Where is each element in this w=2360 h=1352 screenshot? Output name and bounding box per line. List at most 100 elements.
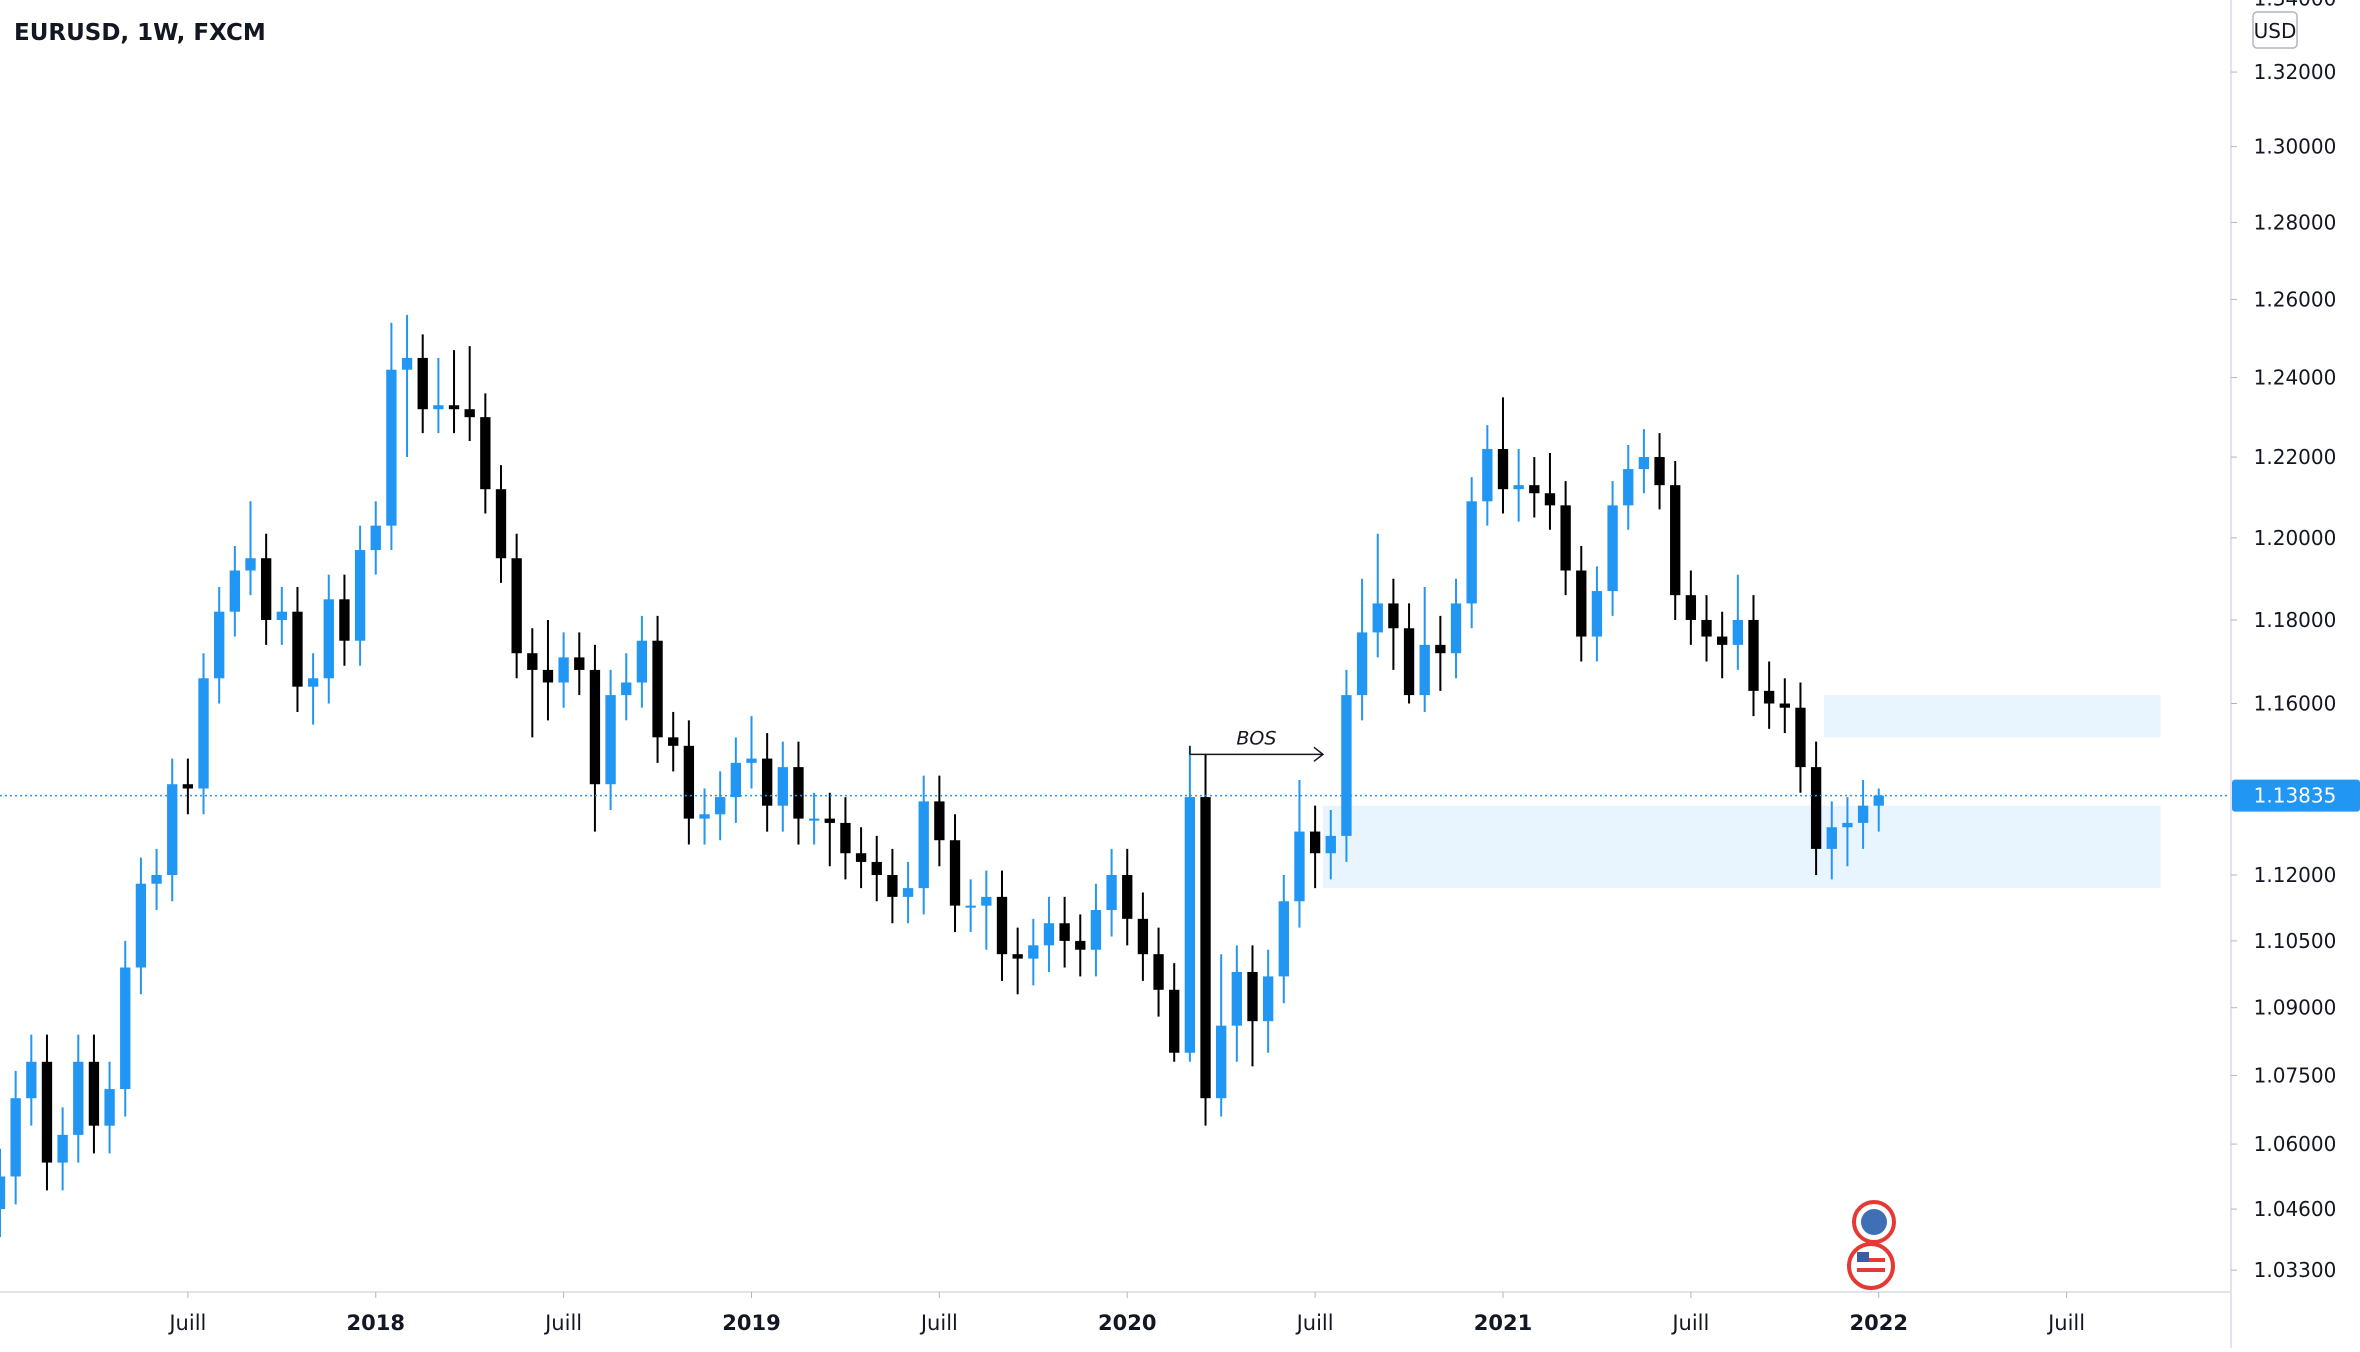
y-tick-label: 1.18000 (2254, 608, 2337, 632)
candle-body (605, 695, 616, 785)
y-tick-label: 1.20000 (2254, 526, 2337, 550)
candle-body (824, 818, 835, 823)
candle-body (448, 405, 460, 410)
candle-body (1810, 767, 1822, 849)
candle-body (1826, 827, 1837, 849)
y-tick-label: 1.26000 (2254, 287, 2337, 311)
candle-body (495, 489, 507, 559)
candle-body (88, 1061, 100, 1126)
y-tick-label: 1.04600 (2254, 1197, 2337, 1221)
candle-body (1763, 690, 1775, 704)
candle-body (981, 896, 992, 906)
candle-body (1450, 603, 1462, 654)
candle-body (1482, 449, 1493, 502)
candle-body (1169, 989, 1180, 1053)
candle-body (135, 883, 147, 968)
candle-body (1654, 457, 1665, 486)
chart-title: EURUSD, 1W, FXCM (14, 20, 266, 46)
candle-body (1356, 632, 1368, 696)
candle-body (1153, 954, 1164, 990)
x-tick-label: 2018 (347, 1311, 405, 1335)
candle-body (260, 558, 272, 620)
candle-body (480, 417, 491, 490)
candle-body (1294, 831, 1305, 902)
candle-body (918, 801, 929, 889)
candle-body (949, 840, 961, 906)
candle-body (542, 669, 554, 683)
currency-label: USD (2254, 19, 2297, 43)
candle-body (1419, 644, 1430, 696)
candle-body (307, 678, 319, 687)
y-tick-label: 1.12000 (2254, 863, 2337, 887)
candle-body (1873, 795, 1884, 806)
candle-body (214, 611, 225, 679)
candle-body (1043, 923, 1055, 946)
candle-body (1075, 940, 1086, 950)
candle-body (245, 558, 256, 571)
y-tick-label: 1.07500 (2254, 1063, 2337, 1087)
candle-body (370, 525, 381, 551)
candle-body (1670, 485, 1681, 596)
currency-box[interactable] (2252, 11, 2298, 49)
candle-body (104, 1089, 115, 1126)
candle-body (198, 678, 209, 789)
candle-body (589, 669, 601, 785)
zone (1823, 695, 2161, 738)
candle-body (120, 967, 131, 1090)
event-icon-inner (1861, 1209, 1887, 1235)
candle-body (1059, 923, 1070, 941)
candle-body (182, 784, 194, 789)
y-tick-label: 1.09000 (2254, 996, 2337, 1020)
y-tick-label: 1.28000 (2254, 210, 2337, 234)
candle-body (1732, 619, 1743, 645)
x-tick-label: 2021 (1474, 1311, 1532, 1335)
candle-body (151, 875, 162, 884)
candle-body (1341, 695, 1352, 836)
candle-body (1090, 910, 1102, 950)
candle-body (1309, 831, 1321, 854)
candle-body (1247, 971, 1258, 1022)
candle-body (229, 570, 241, 612)
candle-body (715, 797, 726, 815)
candle-body (574, 657, 585, 670)
candle-body (558, 657, 569, 683)
candle-body (1184, 797, 1196, 1053)
candle-body (1216, 1025, 1227, 1099)
candle-body (41, 1061, 53, 1163)
x-tick-label: Juill (543, 1311, 582, 1335)
y-tick-label: 1.32000 (2254, 60, 2337, 84)
candle-body (417, 357, 428, 410)
candle-body (1122, 875, 1133, 919)
candle-body (996, 896, 1008, 955)
candle-body (1795, 707, 1806, 768)
candle-body (1137, 918, 1149, 955)
candle-body (292, 611, 303, 687)
candle-body (1497, 449, 1509, 490)
candle-body (1325, 835, 1336, 854)
candle-body (433, 405, 444, 410)
flag-canton (1857, 1252, 1869, 1262)
flag-stripe (1857, 1268, 1885, 1272)
candle-body (1701, 619, 1712, 637)
y-tick-label: 1.22000 (2254, 445, 2337, 469)
candle-body (1106, 875, 1117, 911)
candle-body (511, 558, 522, 654)
candle-body (1576, 570, 1587, 637)
candle-body (965, 905, 976, 908)
x-tick-label: Juill (167, 1311, 206, 1335)
candle-body (808, 818, 820, 821)
plot-area: BOS (0, 314, 2231, 1238)
event-icon[interactable] (1847, 1242, 1895, 1290)
candle-body (1435, 644, 1446, 654)
candle-body (1779, 703, 1790, 708)
candle-body (0, 1176, 6, 1210)
candle-body (1842, 822, 1853, 828)
candle-body (401, 357, 413, 370)
candle-body (1529, 485, 1540, 494)
event-icons[interactable] (1847, 1200, 1896, 1290)
x-tick-label: Juill (1295, 1311, 1334, 1335)
candle-body (668, 737, 679, 746)
candle-body (887, 875, 898, 897)
